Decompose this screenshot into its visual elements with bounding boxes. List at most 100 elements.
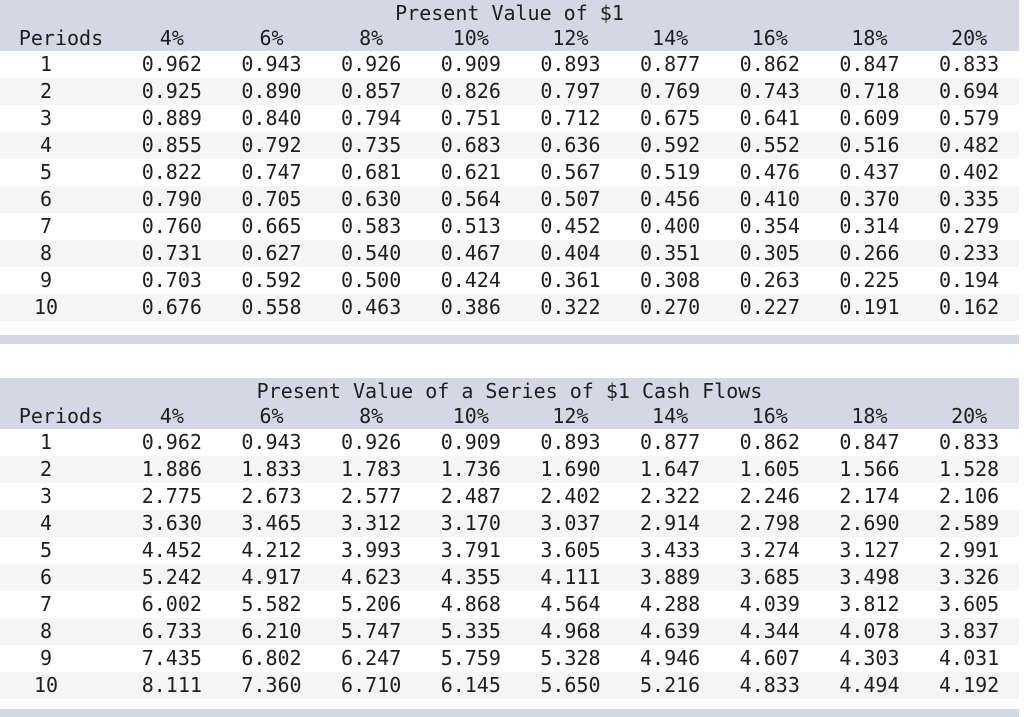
period-cell: 10 xyxy=(0,294,122,321)
value-cell: 0.351 xyxy=(620,240,720,267)
value-cell: 2.798 xyxy=(719,510,820,537)
table-row: 9 0.703 0.592 0.500 0.424 0.361 0.308 0.263 0.22… xyxy=(0,267,1019,294)
value-cell: 0.233 xyxy=(919,240,1019,267)
value-cell: 5.650 xyxy=(520,672,621,699)
value-cell: 4.917 xyxy=(221,564,322,591)
value-cell: 0.694 xyxy=(919,78,1019,105)
column-header: 20% xyxy=(919,26,1019,51)
value-cell: 0.862 xyxy=(719,51,820,78)
period-cell: 8 xyxy=(0,240,122,267)
table-title-row: Present Value of a Series of $1 Cash Flo… xyxy=(0,378,1019,404)
value-cell: 0.335 xyxy=(919,186,1019,213)
value-cell: 0.361 xyxy=(520,267,621,294)
value-cell: 3.630 xyxy=(122,510,222,537)
value-cell: 0.847 xyxy=(819,51,920,78)
table-divider-band xyxy=(0,335,1019,344)
value-cell: 3.605 xyxy=(520,537,621,564)
value-cell: 2.914 xyxy=(620,510,720,537)
period-cell: 9 xyxy=(0,267,122,294)
value-cell: 0.943 xyxy=(221,51,322,78)
value-cell: 0.636 xyxy=(520,132,621,159)
value-cell: 0.743 xyxy=(719,78,820,105)
value-cell: 0.797 xyxy=(520,78,621,105)
column-header: 8% xyxy=(321,26,421,51)
value-cell: 0.279 xyxy=(919,213,1019,240)
value-cell: 7.435 xyxy=(122,645,222,672)
table-row: 2 1.886 1.833 1.783 1.736 1.690 1.647 1.605 1.56… xyxy=(0,456,1019,483)
value-cell: 0.889 xyxy=(122,105,222,132)
value-cell: 0.893 xyxy=(520,51,621,78)
table-body: 1 0.962 0.943 0.926 0.909 0.893 0.877 0.862 0.84… xyxy=(0,429,1019,699)
value-cell: 0.890 xyxy=(221,78,322,105)
value-cell: 0.564 xyxy=(420,186,521,213)
value-cell: 3.465 xyxy=(221,510,322,537)
period-cell: 1 xyxy=(0,51,122,78)
value-cell: 0.857 xyxy=(321,78,421,105)
value-cell: 0.162 xyxy=(919,294,1019,321)
value-cell: 0.386 xyxy=(420,294,521,321)
value-cell: 1.736 xyxy=(420,456,521,483)
column-header: 18% xyxy=(819,26,920,51)
value-cell: 0.467 xyxy=(420,240,521,267)
value-cell: 5.747 xyxy=(321,618,421,645)
value-cell: 0.592 xyxy=(221,267,322,294)
value-cell: 3.685 xyxy=(719,564,820,591)
value-cell: 0.735 xyxy=(321,132,421,159)
table-row: 1 0.962 0.943 0.926 0.909 0.893 0.877 0.862 0.84… xyxy=(0,429,1019,456)
column-header-row: Periods 4% 6% 8% 10% 12% 14% 16% 18% 20% xyxy=(0,404,1019,429)
value-cell: 4.607 xyxy=(719,645,820,672)
table-body: 1 0.962 0.943 0.926 0.909 0.893 0.877 0.862 0.84… xyxy=(0,51,1019,321)
value-cell: 2.991 xyxy=(919,537,1019,564)
value-cell: 0.833 xyxy=(919,51,1019,78)
value-cell: 4.639 xyxy=(620,618,720,645)
value-cell: 0.507 xyxy=(520,186,621,213)
value-cell: 3.498 xyxy=(819,564,920,591)
value-cell: 5.242 xyxy=(122,564,222,591)
value-cell: 0.400 xyxy=(620,213,720,240)
value-cell: 5.328 xyxy=(520,645,621,672)
column-header: 12% xyxy=(520,404,621,429)
table-row: 4 0.855 0.792 0.735 0.683 0.636 0.592 0.552 0.51… xyxy=(0,132,1019,159)
period-cell: 8 xyxy=(0,618,122,645)
column-header: 6% xyxy=(221,404,322,429)
value-cell: 6.210 xyxy=(221,618,322,645)
value-cell: 4.355 xyxy=(420,564,521,591)
column-header: 14% xyxy=(620,26,720,51)
value-cell: 0.675 xyxy=(620,105,720,132)
value-cell: 6.802 xyxy=(221,645,322,672)
table-row: 3 0.889 0.840 0.794 0.751 0.712 0.675 0.641 0.60… xyxy=(0,105,1019,132)
period-cell: 2 xyxy=(0,78,122,105)
value-cell: 5.206 xyxy=(321,591,421,618)
value-cell: 0.500 xyxy=(321,267,421,294)
table-row: 8 0.731 0.627 0.540 0.467 0.404 0.351 0.305 0.26… xyxy=(0,240,1019,267)
value-cell: 4.039 xyxy=(719,591,820,618)
value-cell: 0.877 xyxy=(620,51,720,78)
value-cell: 0.822 xyxy=(122,159,222,186)
value-cell: 0.270 xyxy=(620,294,720,321)
value-cell: 0.627 xyxy=(221,240,322,267)
value-cell: 4.288 xyxy=(620,591,720,618)
value-cell: 2.589 xyxy=(919,510,1019,537)
value-cell: 0.855 xyxy=(122,132,222,159)
value-cell: 2.106 xyxy=(919,483,1019,510)
value-cell: 3.170 xyxy=(420,510,521,537)
period-cell: 6 xyxy=(0,186,122,213)
table-title: Present Value of $1 xyxy=(0,0,1019,26)
column-header: Periods xyxy=(0,26,122,51)
table-row: 7 6.002 5.582 5.206 4.868 4.564 4.288 4.039 3.81… xyxy=(0,591,1019,618)
value-cell: 0.305 xyxy=(719,240,820,267)
value-cell: 6.710 xyxy=(321,672,421,699)
table-row: 8 6.733 6.210 5.747 5.335 4.968 4.639 4.344 4.07… xyxy=(0,618,1019,645)
value-cell: 3.312 xyxy=(321,510,421,537)
value-cell: 0.760 xyxy=(122,213,222,240)
value-cell: 2.690 xyxy=(819,510,920,537)
value-cell: 0.437 xyxy=(819,159,920,186)
value-cell: 0.909 xyxy=(420,51,521,78)
column-header: 18% xyxy=(819,404,920,429)
present-value-annuity-table: Present Value of a Series of $1 Cash Flo… xyxy=(0,378,1019,699)
column-header: 20% xyxy=(919,404,1019,429)
table-row: 2 0.925 0.890 0.857 0.826 0.797 0.769 0.743 0.71… xyxy=(0,78,1019,105)
value-cell: 0.641 xyxy=(719,105,820,132)
period-cell: 3 xyxy=(0,483,122,510)
table-row: 6 5.242 4.917 4.623 4.355 4.111 3.889 3.685 3.49… xyxy=(0,564,1019,591)
